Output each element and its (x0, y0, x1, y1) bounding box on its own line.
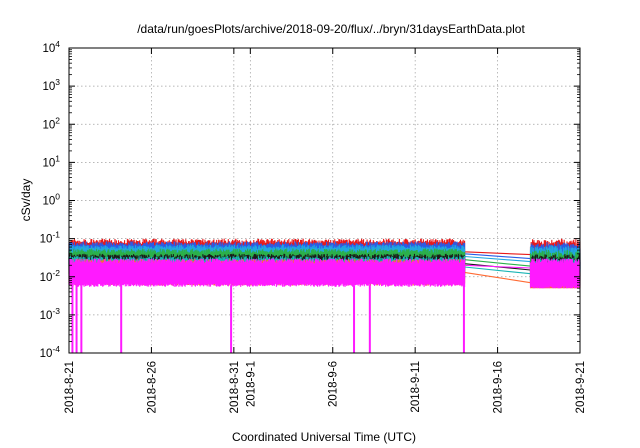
y-tick-label: 10-4 (40, 344, 61, 360)
series-layer (68, 238, 581, 353)
grid (69, 48, 580, 353)
x-tick-label: 2018-9-16 (493, 361, 505, 413)
y-tick-label: 10-3 (40, 306, 61, 322)
x-tick-label: 2018-9-6 (328, 361, 340, 407)
chart-title: /data/run/goesPlots/archive/2018-09-20/f… (137, 22, 525, 36)
x-tick-label: 2018-8-26 (146, 361, 158, 413)
y-tick-label: 101 (42, 153, 60, 169)
x-tick-label: 2018-9-1 (245, 361, 257, 407)
y-tick-label: 100 (42, 192, 60, 208)
plot-frame (68, 47, 581, 354)
y-tick-label: 102 (42, 115, 60, 131)
y-tick-label: 10-2 (40, 268, 61, 284)
x-tick-label: 2018-8-31 (229, 361, 241, 413)
x-tick-label: 2018-9-21 (575, 361, 587, 413)
ticks: 10-4 10-3 10-2 10-1 100 101 102 103 104 2018-8-21… (40, 39, 587, 413)
y-axis-label: cSv/day (19, 179, 33, 222)
x-tick-label: 2018-8-21 (64, 361, 76, 413)
x-axis-label: Coordinated Universal Time (UTC) (232, 430, 416, 444)
y-tick-label: 103 (42, 77, 60, 93)
x-tick-label: 2018-9-11 (410, 361, 422, 413)
y-tick-label: 104 (42, 39, 60, 55)
data-series (68, 258, 581, 289)
y-tick-label: 10-1 (40, 230, 61, 246)
